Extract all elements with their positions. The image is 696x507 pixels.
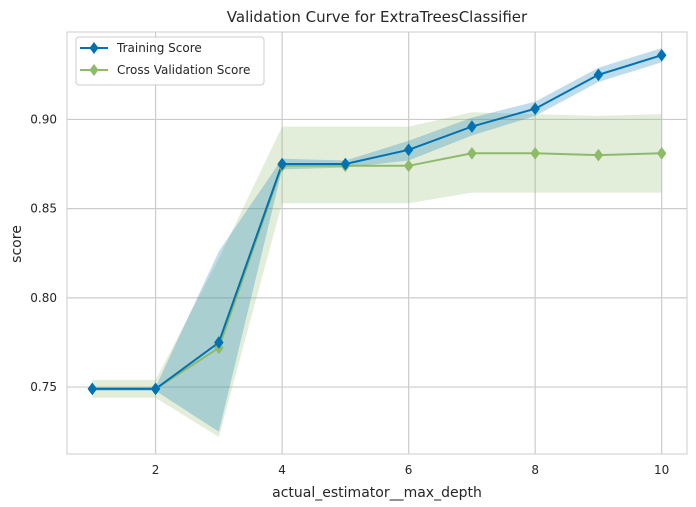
x-tick-label: 4: [278, 463, 286, 477]
data-point: [403, 143, 414, 157]
series-markers: [87, 48, 667, 396]
data-point: [530, 146, 540, 160]
x-tick-label: 2: [152, 463, 160, 477]
data-point: [593, 148, 604, 162]
series-lines: [92, 54, 662, 390]
x-tick-labels: 2 4 6 8 10: [152, 463, 670, 477]
x-tick-label: 6: [405, 463, 413, 477]
data-point: [656, 48, 667, 62]
y-tick-labels: 0.75 0.80 0.85 0.90: [30, 112, 57, 394]
y-tick-label: 0.85: [30, 202, 57, 216]
data-point: [593, 68, 604, 82]
legend-box: [75, 36, 265, 86]
data-point: [656, 146, 667, 160]
confidence-band: [92, 112, 662, 438]
x-axis-label: actual_estimator__max_depth: [272, 485, 482, 501]
x-tick-label: 10: [654, 463, 669, 477]
plot-area: [66, 31, 688, 455]
data-point: [467, 120, 477, 133]
data-point: [277, 157, 287, 171]
data-point: [530, 102, 540, 116]
series-line: [92, 152, 662, 390]
data-point: [150, 382, 161, 396]
confidence-band: [92, 48, 662, 432]
x-tick-label: 8: [531, 463, 539, 477]
legend-label: Cross Validation Score: [117, 63, 250, 77]
data-point: [467, 146, 477, 160]
legend-marker: [89, 64, 99, 76]
y-axis-label: score: [9, 225, 25, 263]
y-tick-label: 0.80: [30, 291, 57, 305]
y-tick-label: 0.75: [30, 380, 57, 394]
legend: Training Score Cross Validation Score: [75, 36, 265, 86]
legend-marker: [89, 42, 99, 54]
y-tick-label: 0.90: [30, 112, 57, 126]
chart-title: Validation Curve for ExtraTreesClassifie…: [227, 8, 528, 26]
data-point: [340, 157, 351, 171]
legend-label: Training Score: [116, 41, 202, 55]
data-point: [403, 159, 414, 173]
data-point: [214, 336, 224, 349]
confidence-bands: [92, 48, 662, 438]
data-point: [87, 382, 98, 396]
series-line: [92, 54, 662, 390]
